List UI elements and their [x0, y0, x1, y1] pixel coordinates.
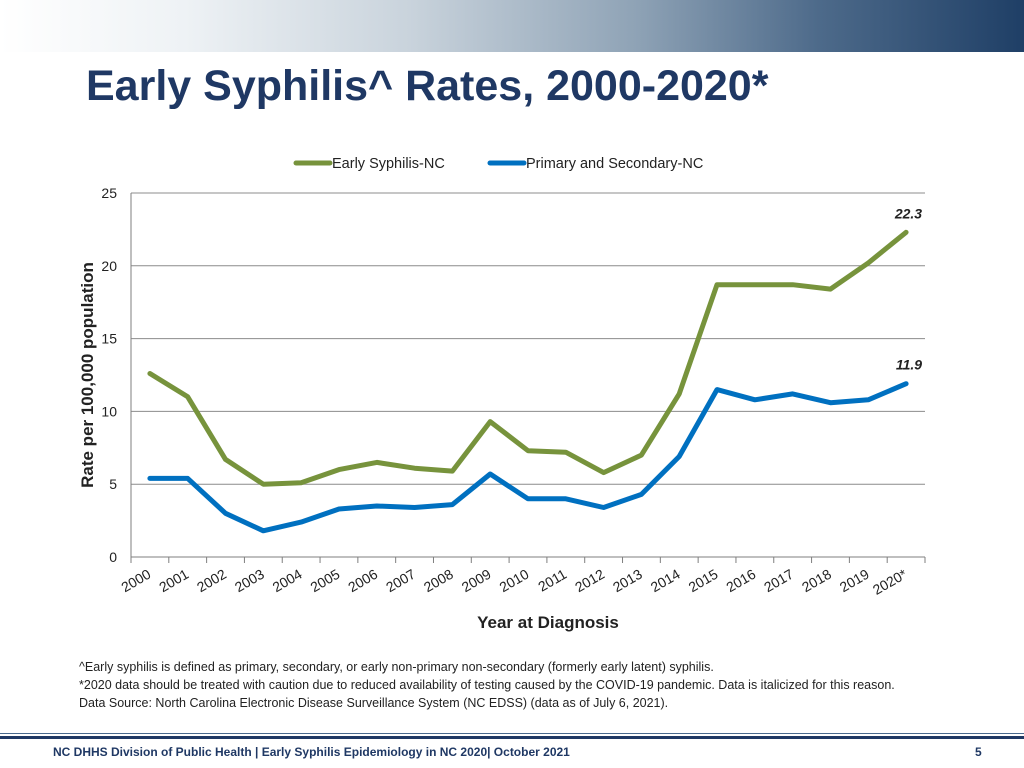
page-number: 5: [975, 745, 982, 759]
y-tick-label: 10: [101, 403, 117, 419]
x-tick-label: 2007: [383, 566, 418, 596]
footer-divider-thin: [0, 733, 1024, 734]
legend-label-1: Primary and Secondary-NC: [526, 156, 703, 172]
x-tick-label: 2020*: [870, 565, 910, 597]
x-tick-label: 2012: [572, 566, 607, 596]
series-line-0: [147, 229, 909, 487]
x-tick-label: 2011: [535, 566, 569, 595]
x-tick-label: 2016: [723, 566, 758, 596]
series-line-1: [147, 381, 909, 534]
y-tick-label: 0: [109, 549, 117, 565]
y-tick-label: 20: [101, 258, 117, 274]
x-tick-label: 2018: [799, 566, 834, 596]
footnote-early-syphilis-definition: ^Early syphilis is defined as primary, s…: [79, 660, 714, 674]
x-tick-label: 2004: [270, 566, 305, 596]
y-axis-title: Rate per 100,000 population: [78, 262, 97, 488]
footnote-2020-caution: *2020 data should be treated with cautio…: [79, 678, 895, 692]
data-label-end: 22.3: [894, 205, 922, 221]
x-tick-label: 2010: [497, 566, 532, 596]
x-tick-label: 2005: [307, 566, 342, 596]
x-tick-label: 2017: [761, 566, 796, 596]
x-tick-label: 2015: [686, 566, 721, 596]
x-tick-label: 2003: [232, 566, 267, 596]
y-tick-label: 5: [109, 476, 117, 492]
slide-title: Early Syphilis^ Rates, 2000-2020*: [86, 62, 769, 110]
x-tick-label: 2013: [610, 566, 645, 596]
x-tick-label: 2009: [459, 566, 494, 596]
x-tick-label: 2008: [421, 566, 456, 596]
x-tick-label: 2019: [837, 566, 872, 596]
data-label-end: 11.9: [896, 357, 922, 373]
footnotes: ^Early syphilis is defined as primary, s…: [79, 658, 959, 712]
footer-divider-thick: [0, 736, 1024, 739]
y-tick-label: 25: [101, 185, 117, 201]
x-tick-label: 2000: [118, 566, 153, 596]
x-tick-label: 2001: [156, 566, 191, 596]
footnote-data-source: Data Source: North Carolina Electronic D…: [79, 696, 669, 710]
x-axis-title: Year at Diagnosis: [477, 613, 619, 632]
x-tick-label: 2006: [345, 566, 380, 596]
y-tick-label: 15: [101, 331, 117, 347]
x-tick-label: 2002: [194, 566, 229, 596]
legend-label-0: Early Syphilis-NC: [332, 156, 445, 172]
top-banner: [0, 0, 1024, 52]
x-tick-label: 2014: [648, 566, 683, 596]
footer-text: NC DHHS Division of Public Health | Earl…: [53, 745, 570, 759]
